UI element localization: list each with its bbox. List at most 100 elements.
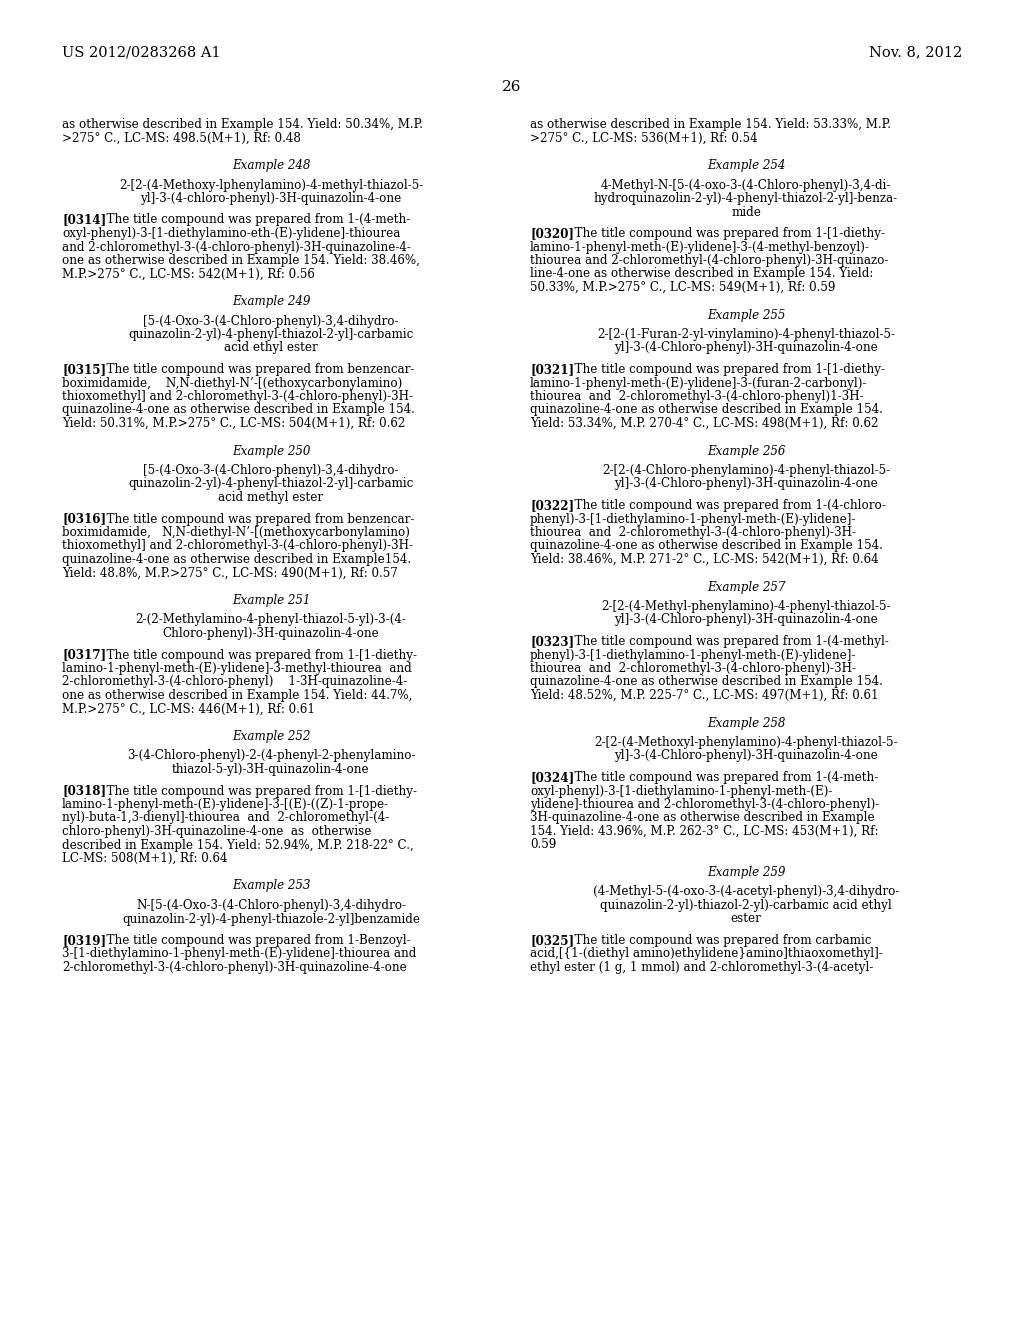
Text: one as otherwise described in Example 154. Yield: 44.7%,: one as otherwise described in Example 15… (62, 689, 413, 702)
Text: mide: mide (731, 206, 761, 219)
Text: yl]-3-(4-Chloro-phenyl)-3H-quinazolin-4-one: yl]-3-(4-Chloro-phenyl)-3H-quinazolin-4-… (614, 614, 878, 627)
Text: The title compound was prepared from 1-(4-meth-: The title compound was prepared from 1-(… (566, 771, 878, 784)
Text: LC-MS: 508(M+1), Rf: 0.64: LC-MS: 508(M+1), Rf: 0.64 (62, 851, 227, 865)
Text: thioxomethyl] and 2-chloromethyl-3-(4-chloro-phenyl)-3H-: thioxomethyl] and 2-chloromethyl-3-(4-ch… (62, 540, 413, 553)
Text: [5-(4-Oxo-3-(4-Chloro-phenyl)-3,4-dihydro-: [5-(4-Oxo-3-(4-Chloro-phenyl)-3,4-dihydr… (143, 465, 398, 477)
Text: yl]-3-(4-chloro-phenyl)-3H-quinazolin-4-one: yl]-3-(4-chloro-phenyl)-3H-quinazolin-4-… (140, 191, 401, 205)
Text: [0322]: [0322] (530, 499, 574, 512)
Text: The title compound was prepared from 1-[1-diethy-: The title compound was prepared from 1-[… (566, 227, 885, 240)
Text: quinazoline-4-one as otherwise described in Example 154.: quinazoline-4-one as otherwise described… (530, 676, 883, 689)
Text: Example 254: Example 254 (707, 158, 785, 172)
Text: The title compound was prepared from 1-(4-meth-: The title compound was prepared from 1-(… (98, 214, 410, 227)
Text: oxyl-phenyl)-3-[1-diethylamino-eth-(E)-ylidene]-thiourea: oxyl-phenyl)-3-[1-diethylamino-eth-(E)-y… (62, 227, 400, 240)
Text: described in Example 154. Yield: 52.94%, M.P. 218-22° C.,: described in Example 154. Yield: 52.94%,… (62, 838, 414, 851)
Text: ethyl ester (1 g, 1 mmol) and 2-chloromethyl-3-(4-acetyl-: ethyl ester (1 g, 1 mmol) and 2-chlorome… (530, 961, 873, 974)
Text: thiazol-5-yl)-3H-quinazolin-4-one: thiazol-5-yl)-3H-quinazolin-4-one (172, 763, 370, 776)
Text: 2-[2-(4-Chloro-phenylamino)-4-phenyl-thiazol-5-: 2-[2-(4-Chloro-phenylamino)-4-phenyl-thi… (602, 465, 890, 477)
Text: Example 252: Example 252 (231, 730, 310, 743)
Text: [0320]: [0320] (530, 227, 574, 240)
Text: chloro-phenyl)-3H-quinazoline-4-one  as  otherwise: chloro-phenyl)-3H-quinazoline-4-one as o… (62, 825, 372, 838)
Text: lamino-1-phenyl-meth-(E)-ylidene]-3-[(E)-((Z)-1-prope-: lamino-1-phenyl-meth-(E)-ylidene]-3-[(E)… (62, 799, 389, 810)
Text: (4-Methyl-5-(4-oxo-3-(4-acetyl-phenyl)-3,4-dihydro-: (4-Methyl-5-(4-oxo-3-(4-acetyl-phenyl)-3… (593, 886, 899, 899)
Text: yl]-3-(4-Chloro-phenyl)-3H-quinazolin-4-one: yl]-3-(4-Chloro-phenyl)-3H-quinazolin-4-… (614, 750, 878, 763)
Text: lamino-1-phenyl-meth-(E)-ylidene]-3-methyl-thiourea  and: lamino-1-phenyl-meth-(E)-ylidene]-3-meth… (62, 663, 412, 675)
Text: 26: 26 (502, 81, 522, 94)
Text: Example 250: Example 250 (231, 445, 310, 458)
Text: thioxomethyl] and 2-chloromethyl-3-(4-chloro-phenyl)-3H-: thioxomethyl] and 2-chloromethyl-3-(4-ch… (62, 389, 413, 403)
Text: Yield: 50.31%, M.P.>275° C., LC-MS: 504(M+1), Rf: 0.62: Yield: 50.31%, M.P.>275° C., LC-MS: 504(… (62, 417, 406, 430)
Text: 3H-quinazoline-4-one as otherwise described in Example: 3H-quinazoline-4-one as otherwise descri… (530, 812, 874, 825)
Text: Example 259: Example 259 (707, 866, 785, 879)
Text: and 2-chloromethyl-3-(4-chloro-phenyl)-3H-quinazoline-4-: and 2-chloromethyl-3-(4-chloro-phenyl)-3… (62, 240, 411, 253)
Text: boximidamide,   N,N-diethyl-N’-[(methoxycarbonylamino): boximidamide, N,N-diethyl-N’-[(methoxyca… (62, 525, 410, 539)
Text: quinazolin-2-yl)-thiazol-2-yl)-carbamic acid ethyl: quinazolin-2-yl)-thiazol-2-yl)-carbamic … (600, 899, 892, 912)
Text: [0317]: [0317] (62, 648, 106, 661)
Text: Yield: 53.34%, M.P. 270-4° C., LC-MS: 498(M+1), Rf: 0.62: Yield: 53.34%, M.P. 270-4° C., LC-MS: 49… (530, 417, 879, 430)
Text: phenyl)-3-[1-diethylamino-1-phenyl-meth-(E)-ylidene]-: phenyl)-3-[1-diethylamino-1-phenyl-meth-… (530, 648, 856, 661)
Text: 2-(2-Methylamino-4-phenyl-thiazol-5-yl)-3-(4-: 2-(2-Methylamino-4-phenyl-thiazol-5-yl)-… (135, 614, 407, 627)
Text: [0318]: [0318] (62, 784, 106, 797)
Text: Example 257: Example 257 (707, 581, 785, 594)
Text: Example 248: Example 248 (231, 158, 310, 172)
Text: oxyl-phenyl)-3-[1-diethylamino-1-phenyl-meth-(E)-: oxyl-phenyl)-3-[1-diethylamino-1-phenyl-… (530, 784, 833, 797)
Text: [0316]: [0316] (62, 512, 106, 525)
Text: [0323]: [0323] (530, 635, 574, 648)
Text: [0324]: [0324] (530, 771, 574, 784)
Text: >275° C., LC-MS: 498.5(M+1), Rf: 0.48: >275° C., LC-MS: 498.5(M+1), Rf: 0.48 (62, 132, 301, 144)
Text: thiourea  and  2-chloromethyl-3-(4-chloro-phenyl)-3H-: thiourea and 2-chloromethyl-3-(4-chloro-… (530, 525, 856, 539)
Text: lamino-1-phenyl-meth-(E)-ylidene]-3-(4-methyl-benzoyl)-: lamino-1-phenyl-meth-(E)-ylidene]-3-(4-m… (530, 240, 869, 253)
Text: quinazolin-2-yl)-4-phenyl-thiazol-2-yl]-carbamic: quinazolin-2-yl)-4-phenyl-thiazol-2-yl]-… (128, 478, 414, 491)
Text: thiourea and 2-chloromethyl-(4-chloro-phenyl)-3H-quinazo-: thiourea and 2-chloromethyl-(4-chloro-ph… (530, 253, 889, 267)
Text: The title compound was prepared from benzencar-: The title compound was prepared from ben… (98, 363, 414, 376)
Text: Chloro-phenyl)-3H-quinazolin-4-one: Chloro-phenyl)-3H-quinazolin-4-one (163, 627, 379, 640)
Text: hydroquinazolin-2-yl)-4-phenyl-thiazol-2-yl]-benza-: hydroquinazolin-2-yl)-4-phenyl-thiazol-2… (594, 191, 898, 205)
Text: The title compound was prepared from 1-(4-chloro-: The title compound was prepared from 1-(… (566, 499, 886, 512)
Text: 3-(4-Chloro-phenyl)-2-(4-phenyl-2-phenylamino-: 3-(4-Chloro-phenyl)-2-(4-phenyl-2-phenyl… (127, 750, 416, 763)
Text: The title compound was prepared from 1-(4-methyl-: The title compound was prepared from 1-(… (566, 635, 889, 648)
Text: 2-[2-(4-Methyl-phenylamino)-4-phenyl-thiazol-5-: 2-[2-(4-Methyl-phenylamino)-4-phenyl-thi… (601, 601, 891, 612)
Text: quinazolin-2-yl)-4-phenyl-thiazole-2-yl]benzamide: quinazolin-2-yl)-4-phenyl-thiazole-2-yl]… (122, 912, 420, 925)
Text: quinazoline-4-one as otherwise described in Example 154.: quinazoline-4-one as otherwise described… (62, 404, 415, 417)
Text: 0.59: 0.59 (530, 838, 556, 851)
Text: M.P.>275° C., LC-MS: 446(M+1), Rf: 0.61: M.P.>275° C., LC-MS: 446(M+1), Rf: 0.61 (62, 702, 315, 715)
Text: [0315]: [0315] (62, 363, 106, 376)
Text: M.P.>275° C., LC-MS: 542(M+1), Rf: 0.56: M.P.>275° C., LC-MS: 542(M+1), Rf: 0.56 (62, 268, 314, 281)
Text: Yield: 48.8%, M.P.>275° C., LC-MS: 490(M+1), Rf: 0.57: Yield: 48.8%, M.P.>275° C., LC-MS: 490(M… (62, 566, 397, 579)
Text: thiourea  and  2-chloromethyl-3-(4-chloro-phenyl)1-3H-: thiourea and 2-chloromethyl-3-(4-chloro-… (530, 389, 863, 403)
Text: quinazoline-4-one as otherwise described in Example 154.: quinazoline-4-one as otherwise described… (530, 540, 883, 553)
Text: 50.33%, M.P.>275° C., LC-MS: 549(M+1), Rf: 0.59: 50.33%, M.P.>275° C., LC-MS: 549(M+1), R… (530, 281, 836, 294)
Text: Example 253: Example 253 (231, 879, 310, 892)
Text: The title compound was prepared from 1-[1-diethy-: The title compound was prepared from 1-[… (566, 363, 885, 376)
Text: 4-Methyl-N-[5-(4-oxo-3-(4-Chloro-phenyl)-3,4-di-: 4-Methyl-N-[5-(4-oxo-3-(4-Chloro-phenyl)… (601, 178, 891, 191)
Text: Example 251: Example 251 (231, 594, 310, 607)
Text: 2-[2-(4-Methoxy-lphenylamino)-4-methyl-thiazol-5-: 2-[2-(4-Methoxy-lphenylamino)-4-methyl-t… (119, 178, 423, 191)
Text: acid methyl ester: acid methyl ester (218, 491, 324, 504)
Text: Yield: 38.46%, M.P. 271-2° C., LC-MS: 542(M+1), Rf: 0.64: Yield: 38.46%, M.P. 271-2° C., LC-MS: 54… (530, 553, 879, 566)
Text: Yield: 48.52%, M.P. 225-7° C., LC-MS: 497(M+1), Rf: 0.61: Yield: 48.52%, M.P. 225-7° C., LC-MS: 49… (530, 689, 879, 702)
Text: yl]-3-(4-Chloro-phenyl)-3H-quinazolin-4-one: yl]-3-(4-Chloro-phenyl)-3H-quinazolin-4-… (614, 478, 878, 491)
Text: N-[5-(4-Oxo-3-(4-Chloro-phenyl)-3,4-dihydro-: N-[5-(4-Oxo-3-(4-Chloro-phenyl)-3,4-dihy… (136, 899, 406, 912)
Text: [0319]: [0319] (62, 935, 106, 946)
Text: as otherwise described in Example 154. Yield: 50.34%, M.P.: as otherwise described in Example 154. Y… (62, 117, 423, 131)
Text: [0314]: [0314] (62, 214, 106, 227)
Text: The title compound was prepared from carbamic: The title compound was prepared from car… (566, 935, 871, 946)
Text: The title compound was prepared from 1-[1-diethy-: The title compound was prepared from 1-[… (98, 648, 417, 661)
Text: The title compound was prepared from 1-[1-diethy-: The title compound was prepared from 1-[… (98, 784, 417, 797)
Text: 2-chloromethyl-3-(4-chloro-phenyl)-3H-quinazoline-4-one: 2-chloromethyl-3-(4-chloro-phenyl)-3H-qu… (62, 961, 407, 974)
Text: boximidamide,    N,N-diethyl-N’-[(ethoxycarbonylamino): boximidamide, N,N-diethyl-N’-[(ethoxycar… (62, 376, 402, 389)
Text: Nov. 8, 2012: Nov. 8, 2012 (868, 45, 962, 59)
Text: as otherwise described in Example 154. Yield: 53.33%, M.P.: as otherwise described in Example 154. Y… (530, 117, 891, 131)
Text: thiourea  and  2-chloromethyl-3-(4-chloro-phenyl)-3H-: thiourea and 2-chloromethyl-3-(4-chloro-… (530, 663, 856, 675)
Text: quinazoline-4-one as otherwise described in Example 154.: quinazoline-4-one as otherwise described… (530, 404, 883, 417)
Text: quinazoline-4-one as otherwise described in Example154.: quinazoline-4-one as otherwise described… (62, 553, 411, 566)
Text: 2-[2-(1-Furan-2-yl-vinylamino)-4-phenyl-thiazol-5-: 2-[2-(1-Furan-2-yl-vinylamino)-4-phenyl-… (597, 327, 895, 341)
Text: US 2012/0283268 A1: US 2012/0283268 A1 (62, 45, 220, 59)
Text: 2-chloromethyl-3-(4-chloro-phenyl)    1-3H-quinazoline-4-: 2-chloromethyl-3-(4-chloro-phenyl) 1-3H-… (62, 676, 408, 689)
Text: Example 258: Example 258 (707, 717, 785, 730)
Text: ylidene]-thiourea and 2-chloromethyl-3-(4-chloro-phenyl)-: ylidene]-thiourea and 2-chloromethyl-3-(… (530, 799, 880, 810)
Text: nyl)-buta-1,3-dienyl]-thiourea  and  2-chloromethyl-(4-: nyl)-buta-1,3-dienyl]-thiourea and 2-chl… (62, 812, 389, 825)
Text: 3-[1-diethylamino-1-phenyl-meth-(E)-ylidene]-thiourea and: 3-[1-diethylamino-1-phenyl-meth-(E)-ylid… (62, 948, 417, 961)
Text: 2-[2-(4-Methoxyl-phenylamino)-4-phenyl-thiazol-5-: 2-[2-(4-Methoxyl-phenylamino)-4-phenyl-t… (594, 737, 898, 748)
Text: The title compound was prepared from 1-Benzoyl-: The title compound was prepared from 1-B… (98, 935, 411, 946)
Text: phenyl)-3-[1-diethylamino-1-phenyl-meth-(E)-ylidene]-: phenyl)-3-[1-diethylamino-1-phenyl-meth-… (530, 512, 856, 525)
